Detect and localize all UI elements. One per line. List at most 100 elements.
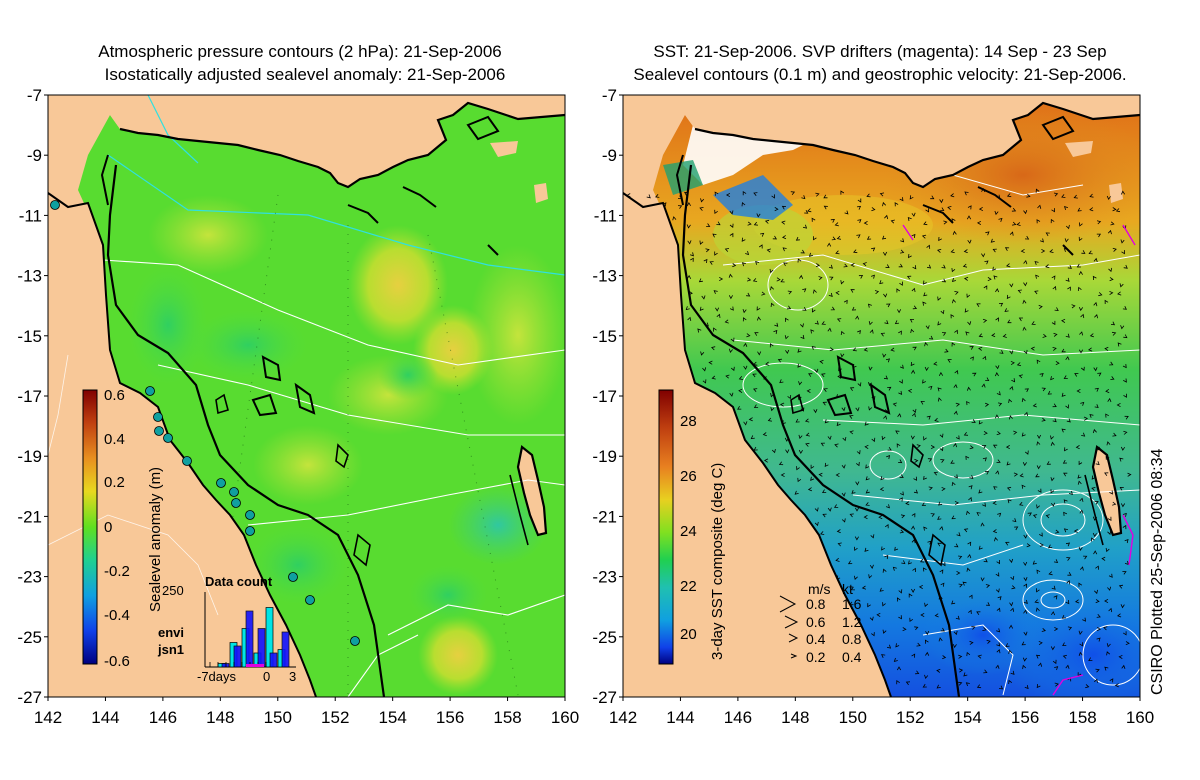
velocity-arrow [1077, 480, 1082, 485]
velocity-arrow [898, 390, 903, 395]
velocity-arrow [743, 365, 748, 370]
velocity-arrow [1021, 397, 1026, 403]
velocity-arrow [1041, 417, 1046, 422]
velocity-arrow [1039, 373, 1044, 377]
velocity-arrow [1050, 502, 1056, 507]
velocity-arrow [1061, 348, 1066, 353]
svg-text:-0.2: -0.2 [104, 563, 130, 580]
velocity-arrow [1096, 233, 1102, 238]
velocity-arrow [849, 387, 855, 392]
velocity-arrow [951, 268, 956, 273]
velocity-arrow [1018, 374, 1023, 379]
data-count-xlabel-left: -7days [197, 669, 237, 684]
velocity-arrow [950, 460, 955, 464]
velocity-arrow [911, 653, 916, 658]
velocity-arrow [1038, 640, 1043, 646]
left-y-tick-label: -9 [27, 146, 42, 165]
velocity-arrow [711, 375, 716, 380]
velocity-arrow [1053, 332, 1058, 337]
velocity-arrow [776, 277, 781, 282]
velocity-arrow [784, 335, 789, 340]
velocity-arrow [716, 313, 721, 318]
velocity-arrow [1047, 390, 1052, 395]
velocity-arrow [1096, 220, 1102, 225]
velocity-arrow [871, 632, 875, 637]
velocity-arrow [1116, 402, 1121, 408]
velocity-arrow [835, 472, 840, 478]
velocity-arrow [941, 278, 947, 283]
velocity-arrow [1112, 432, 1117, 437]
velocity-arrow [1093, 257, 1098, 263]
velocity-arrow [990, 238, 995, 243]
velocity-arrow [939, 446, 944, 452]
velocity-arrow [865, 464, 870, 469]
left-x-tick-label: 152 [321, 708, 349, 727]
velocity-arrow [1078, 651, 1083, 656]
velocity-arrow [797, 477, 802, 483]
velocity-arrow [938, 236, 942, 242]
velocity-arrow [738, 388, 743, 393]
velocity-arrow [1061, 428, 1066, 433]
velocity-arrow [835, 250, 840, 255]
tide-gauges [50, 200, 360, 646]
velocity-arrow [911, 287, 916, 292]
velocity-arrow [964, 308, 969, 313]
velocity-arrow [1002, 333, 1007, 338]
velocity-arrow [1067, 265, 1072, 269]
velocity-arrow [867, 303, 872, 308]
velocity-arrow [1009, 415, 1013, 420]
velocity-arrow [982, 457, 987, 462]
velocity-arrow [956, 532, 961, 537]
velocity-arrow [708, 360, 713, 365]
velocity-arrow [971, 626, 976, 630]
svg-text:-0.4: -0.4 [104, 607, 130, 624]
velocity-arrow [746, 277, 752, 282]
velocity-arrow [882, 251, 888, 257]
velocity-arrow [866, 236, 872, 240]
svg-text:0.4: 0.4 [104, 431, 125, 448]
velocity-arrow [1117, 342, 1122, 347]
velocity-arrow [951, 277, 957, 282]
velocity-arrow [909, 318, 915, 323]
velocity-arrow [881, 546, 885, 551]
velocity-arrow [928, 385, 933, 390]
velocity-arrow [894, 546, 899, 551]
velocity-arrow [1052, 418, 1057, 423]
velocity-arrow [764, 361, 770, 366]
velocity-arrow [924, 366, 929, 372]
velocity-arrow [828, 292, 833, 298]
velocity-arrow [857, 219, 862, 224]
velocity-arrow [811, 217, 816, 222]
velocity-arrow [1022, 299, 1027, 304]
velocity-arrow [950, 249, 955, 254]
velocity-arrow [714, 209, 718, 215]
velocity-arrow [1118, 584, 1124, 589]
velocity-arrow [758, 244, 763, 249]
velocity-arrow [830, 219, 835, 223]
velocity-arrow [1096, 627, 1102, 632]
velocity-arrow [712, 233, 717, 238]
right-x-tick-label: 154 [953, 708, 981, 727]
velocity-arrow [1019, 473, 1024, 478]
velocity-arrow [1087, 347, 1093, 352]
velocity-arrow [798, 381, 803, 386]
velocity-arrow [912, 305, 918, 310]
velocity-arrow [899, 281, 903, 286]
velocity-arrow [836, 318, 842, 322]
velocity-arrow [1006, 486, 1012, 491]
velocity-arrow [803, 224, 808, 229]
velocity-arrow [797, 363, 802, 368]
velocity-arrow [899, 497, 903, 502]
left-x-tick-label: 160 [551, 708, 579, 727]
velocity-arrow [706, 223, 711, 227]
velocity-arrow [677, 205, 683, 209]
velocity-arrow [716, 221, 721, 226]
velocity-arrow [868, 574, 873, 579]
velocity-arrow [1037, 488, 1042, 493]
velocity-arrow [1081, 432, 1086, 437]
velocity-arrow [780, 472, 785, 478]
velocity-arrow [777, 358, 782, 363]
velocity-arrow [1101, 556, 1106, 561]
data-count-inset: Data count 250 -7days 0 3 envi jsn1 [157, 574, 296, 684]
velocity-arrow [1010, 360, 1015, 366]
